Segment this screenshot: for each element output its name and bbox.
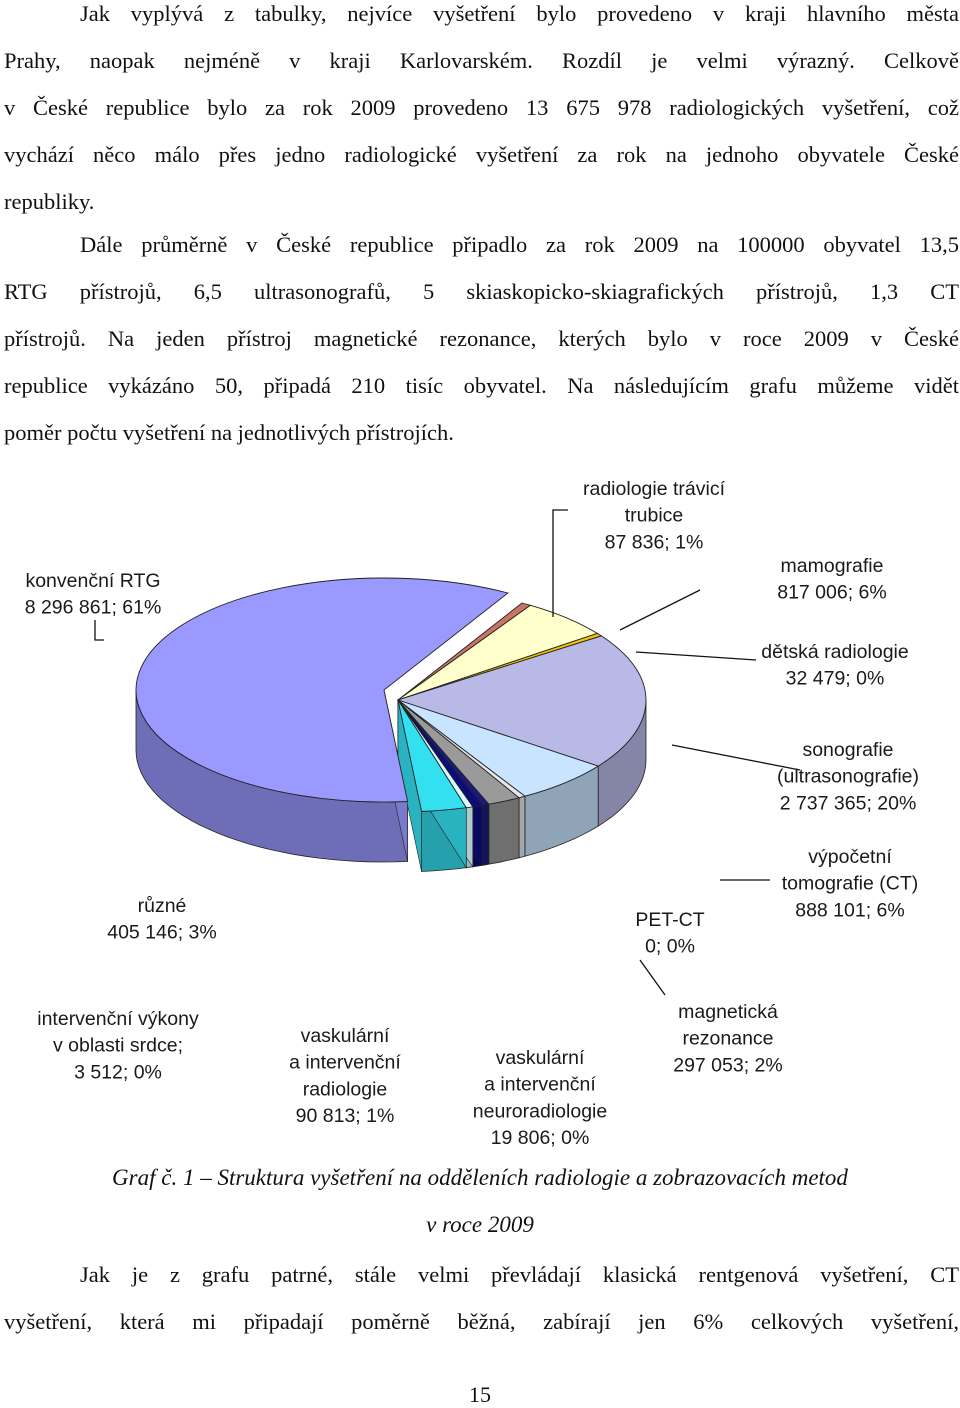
slice-label-line: intervenční výkony [37,1008,199,1030]
slice-label: výpočetní tomografie (CT) 888 101; 6% [782,846,919,921]
paragraph-3: Jak je z grafu patrné, stále velmi převl… [4,1251,959,1345]
slice-label-line: vaskulární [496,1047,585,1069]
pie-labels: konvenční RTG 8 296 861; 61% radiologie tr… [25,478,919,1149]
slice-label-line: 2 737 365; 20% [780,792,917,814]
slice-label-line: vaskulární [301,1025,390,1047]
leader-line [671,744,801,771]
pie-chart: konvenční RTG 8 296 861; 61% radiologie tr… [25,478,919,1149]
slice-label-line: výpočetní [808,846,892,868]
pie-slice [135,577,509,803]
slice-label-line: tomografie (CT) [782,873,919,895]
slice-label-line: 87 836; 1% [605,531,704,553]
leader-line [635,651,757,661]
pie-slice-side [482,803,490,866]
slice-label-line: PET-CT [635,909,704,931]
slice-label-line: 817 006; 6% [777,582,887,604]
slice-label-line: rezonance [682,1028,773,1050]
slice-label-line: magnetická [678,1001,778,1023]
page-number: 15 [469,1382,491,1407]
slice-label: sonografie (ultrasonografie) 2 737 365; 20… [777,739,919,814]
slice-label: konvenční RTG 8 296 861; 61% [25,570,162,619]
paragraph-line: poměr počtu vyšetření na jednotlivých př… [4,420,454,445]
slice-label-line: dětská radiologie [761,641,908,663]
paragraph-line: Prahy, naopak nejméně v kraji Karlovarsk… [4,48,959,73]
slice-label-line: (ultrasonografie) [777,766,919,788]
leader-line [619,589,701,631]
slice-label-line: 90 813; 1% [296,1105,395,1127]
leader-line [94,620,104,641]
pie-slice-side [518,795,526,859]
caption-line-2: v roce 2009 [426,1212,534,1237]
slice-label-line: trubice [625,505,684,527]
paragraph-line: Jak je z grafu patrné, stále velmi převl… [80,1262,959,1287]
paragraph-line: v České republice bylo za rok 2009 prove… [4,95,959,120]
slice-label: radiologie trávicí trubice 87 836; 1% [583,478,726,553]
pie-slice [396,635,647,767]
figure-caption-year: v roce 2009 [0,1212,960,1238]
slice-label-line: konvenční RTG [25,570,160,592]
slice-label-line: 888 101; 6% [795,899,905,921]
paragraph-line: republiky. [4,189,95,214]
slice-label-line: 3 512; 0% [74,1061,162,1083]
slice-label: dětská radiologie 32 479; 0% [761,641,908,690]
paragraph-line: Jak vyplývá z tabulky, nejvíce vyšetření… [80,1,959,26]
slice-label-line: 405 146; 3% [107,922,217,944]
slice-label: mamografie 817 006; 6% [777,555,887,604]
slice-label-line: a intervenční [289,1052,401,1074]
paragraph-line: vychází něco málo přes jedno radiologick… [4,142,959,167]
paragraph-line: RTG přístrojů, 6,5 ultrasonografů, 5 ski… [4,279,959,304]
slice-label-line: 297 053; 2% [673,1054,783,1076]
slice-label-line: sonografie [802,739,893,761]
figure-caption: Graf č. 1 – Struktura vyšetření na odděl… [0,1165,960,1191]
slice-label: vaskulární a intervenční neuroradiologie 19… [473,1047,607,1149]
pie-slice [397,699,467,812]
slice-label-line: 0; 0% [645,936,695,958]
slice-label-line: mamografie [781,555,884,577]
slice-label: vaskulární a intervenční radiologie 90 813;… [289,1025,401,1127]
slice-label: PET-CT 0; 0% [635,909,704,958]
pie-tops [135,577,647,812]
paragraph-line: Dále průměrně v České republice připadlo… [80,232,959,257]
paragraph-2: Dále průměrně v České republice připadlo… [4,221,959,456]
slice-label-line: 19 806; 0% [491,1127,590,1149]
pie-slice-side [488,797,520,865]
slice-label: intervenční výkony v oblasti srdce; 3 512;… [37,1008,199,1083]
slice-label-line: a intervenční [484,1074,596,1096]
paragraph-line: přístrojů. Na jeden přístroj magnetické … [4,326,959,351]
slice-label-line: radiologie [303,1078,388,1100]
slice-label-line: 8 296 861; 61% [25,597,162,619]
slice-label-line: neuroradiologie [473,1100,607,1122]
slice-label-line: různé [138,895,187,917]
paragraph-line: vyšetření, která mi připadají poměrně bě… [4,1309,959,1334]
slice-label: magnetická rezonance 297 053; 2% [673,1001,783,1076]
paragraph-1: Jak vyplývá z tabulky, nejvíce vyšetření… [4,0,959,225]
slice-label: různé 405 146; 3% [107,895,217,944]
leader-line [639,959,666,996]
slice-label-line: radiologie trávicí [583,478,726,500]
caption-line-1: Graf č. 1 – Struktura vyšetření na odděl… [112,1165,848,1190]
slice-label-line: 32 479; 0% [786,668,885,690]
paragraph-line: republice vykázáno 50, připadá 210 tisíc… [4,373,959,398]
slice-label-line: v oblasti srdce; [53,1035,183,1057]
leader-line [552,509,568,617]
